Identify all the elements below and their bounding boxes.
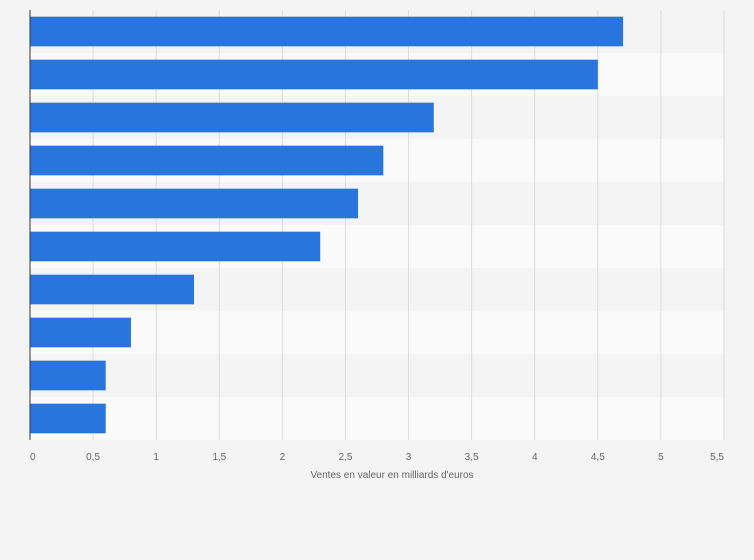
x-tick-label: 2,5 [339, 452, 353, 463]
bar[interactable] [30, 360, 106, 391]
bar[interactable] [30, 16, 624, 47]
x-tick-label: 1 [153, 452, 159, 463]
bars [30, 16, 624, 434]
x-tick-label: 4,5 [591, 452, 605, 463]
row-band [30, 354, 724, 397]
bar[interactable] [30, 317, 131, 348]
bar[interactable] [30, 59, 598, 90]
x-tick-label: 0,5 [86, 452, 100, 463]
row-band [30, 311, 724, 354]
bar[interactable] [30, 274, 195, 305]
x-tick-label: 5 [658, 452, 664, 463]
bar[interactable] [30, 403, 106, 434]
x-tick-label: 5,5 [710, 452, 724, 463]
x-tick-label: 1,5 [212, 452, 226, 463]
x-tick-label: 3 [406, 452, 412, 463]
row-band [30, 397, 724, 440]
bar[interactable] [30, 145, 384, 176]
bar[interactable] [30, 188, 359, 219]
x-tick-label: 0 [30, 452, 36, 463]
x-axis-title: Ventes en valeur en milliards d'euros [310, 470, 473, 481]
bar[interactable] [30, 231, 321, 262]
x-tick-labels: 0 0,5 1 1,5 2 2,5 3 3,5 4 4,5 5 5,5 [30, 452, 724, 463]
bar[interactable] [30, 102, 434, 133]
x-tick-label: 4 [532, 452, 538, 463]
x-tick-label: 2 [280, 452, 286, 463]
x-tick-label: 3,5 [465, 452, 479, 463]
